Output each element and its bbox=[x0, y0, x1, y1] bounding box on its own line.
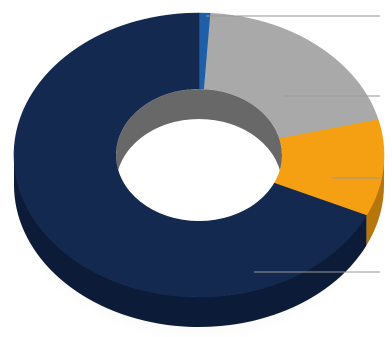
slice-side-3 bbox=[13, 155, 367, 327]
inner-wall bbox=[116, 89, 282, 185]
slice-side-2 bbox=[366, 155, 384, 246]
